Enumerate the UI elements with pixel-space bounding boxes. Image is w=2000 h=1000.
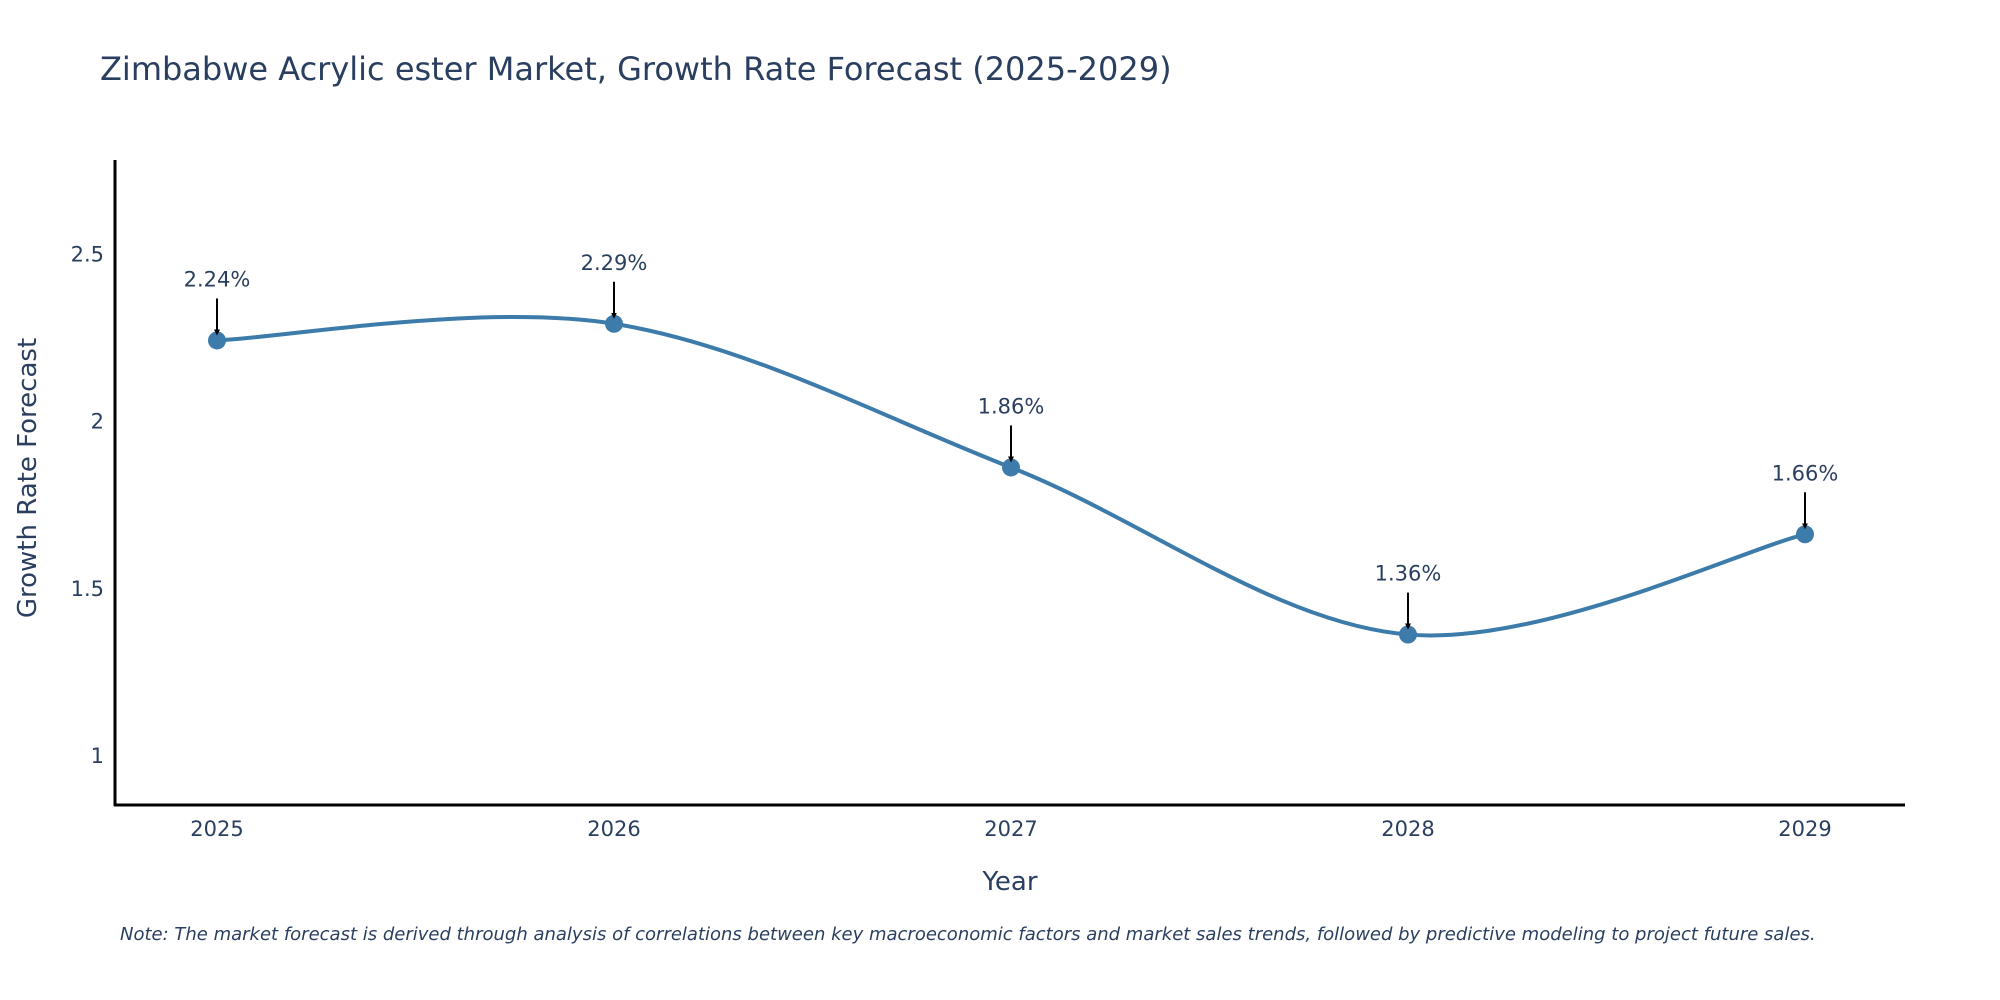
y-tick-label: 2 — [91, 410, 104, 434]
x-tick-label: 2025 — [190, 817, 243, 841]
y-axis-title: Growth Rate Forecast — [13, 338, 43, 618]
x-tick-label: 2028 — [1381, 817, 1434, 841]
y-tick-label: 1 — [91, 744, 104, 768]
x-axis-title: Year — [981, 867, 1037, 897]
data-label: 2.24% — [184, 267, 251, 291]
x-tick-label: 2027 — [984, 817, 1037, 841]
data-point — [1002, 458, 1020, 477]
data-annotations: 2.24% 2.29% 1.86% 1.36% 1.66% — [184, 251, 1839, 630]
y-axis-ticks: 1 1.5 2 2.5 — [71, 243, 104, 768]
data-point — [1796, 525, 1814, 544]
x-tick-label: 2026 — [587, 817, 640, 841]
footnote: Note: The market forecast is derived thr… — [120, 924, 1816, 945]
data-point — [208, 331, 226, 350]
data-label: 2.29% — [581, 251, 648, 275]
data-points — [208, 314, 1814, 644]
data-label: 1.36% — [1375, 562, 1442, 586]
data-point — [1399, 625, 1417, 644]
data-label: 1.86% — [978, 394, 1045, 418]
chart-title: Zimbabwe Acrylic ester Market, Growth Ra… — [100, 50, 1172, 88]
data-point — [605, 314, 623, 333]
data-label: 1.66% — [1772, 461, 1839, 485]
y-tick-label: 1.5 — [71, 577, 104, 601]
x-tick-label: 2029 — [1778, 817, 1831, 841]
y-tick-label: 2.5 — [71, 243, 104, 267]
x-axis-ticks: 2025 2026 2027 2028 2029 — [190, 817, 1831, 841]
